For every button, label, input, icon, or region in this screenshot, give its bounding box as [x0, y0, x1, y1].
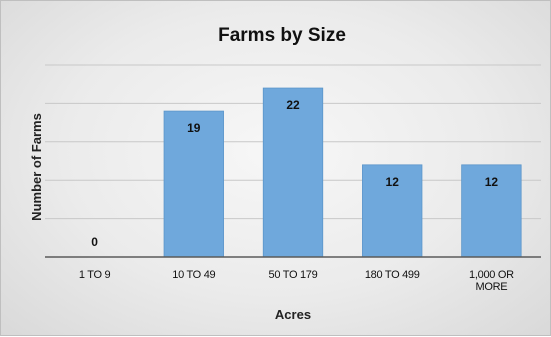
x-tick-labels: 1 TO 9 10 TO 49 50 TO 179 180 TO 499 1,000 O…: [79, 269, 515, 293]
bar-2: [262, 87, 324, 258]
y-axis-title: Number of Farms: [29, 113, 44, 221]
bars: 0 19 22 12 12: [91, 87, 522, 258]
data-label-4: 12: [485, 175, 499, 189]
x-tick-label-4-line-0: 1,000 OR: [469, 269, 514, 281]
data-label-3: 12: [386, 175, 400, 189]
data-label-1: 19: [187, 121, 201, 135]
bar-4: [461, 164, 522, 258]
bar-1: [163, 110, 224, 258]
x-axis-title: Acres: [275, 307, 311, 322]
x-tick-label-4-line-1: MORE: [475, 281, 507, 293]
data-label-0: 0: [91, 235, 98, 249]
chart-title: Farms by Size: [218, 25, 346, 46]
data-label-2: 22: [286, 98, 300, 112]
x-tick-label-2: 50 TO 179: [269, 269, 318, 281]
x-tick-label-0: 1 TO 9: [79, 269, 111, 281]
x-tick-label-3: 180 TO 499: [365, 269, 420, 281]
x-tick-label-1: 10 TO 49: [172, 269, 215, 281]
